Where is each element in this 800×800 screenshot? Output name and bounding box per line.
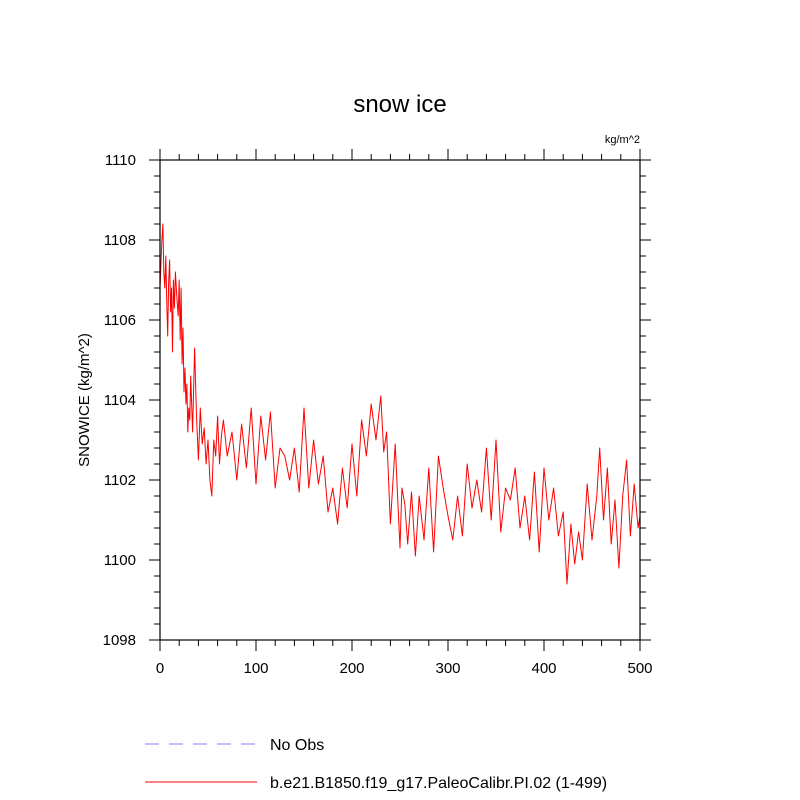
series-layer: [159, 223, 641, 585]
chart-title: snow ice: [353, 91, 446, 118]
plot-frame: [159, 159, 641, 641]
units-label: kg/m^2: [605, 134, 640, 146]
series-line: [159, 223, 641, 585]
y-tick-label: 1110: [105, 152, 136, 169]
legend: No Obs b.e21.B1850.f19_g17.PaleoCalibr.P…: [145, 737, 607, 792]
y-axis-label: SNOWICE (kg/m^2): [76, 333, 93, 467]
x-tick-label: 200: [339, 660, 364, 677]
legend-label-no-obs: No Obs: [270, 737, 324, 754]
x-tick-label: 100: [243, 660, 268, 677]
x-tick-label: 300: [435, 660, 460, 677]
y-tick-label: 1102: [104, 472, 136, 489]
axes: 0 100 200 300 400 500 1098 1100 1102 1104 1106 1108…: [103, 149, 653, 677]
legend-label-model: b.e21.B1850.f19_g17.PaleoCalibr.PI.02 (1…: [270, 775, 607, 792]
x-tick-label: 400: [531, 660, 556, 677]
y-tick-label: 1100: [104, 552, 136, 569]
y-tick-label: 1098: [103, 632, 136, 649]
y-tick-label: 1104: [104, 392, 136, 409]
y-tick-label: 1108: [104, 232, 136, 249]
x-tick-label: 0: [156, 660, 164, 677]
y-tick-label: 1106: [104, 312, 136, 329]
x-tick-label: 500: [627, 660, 652, 677]
